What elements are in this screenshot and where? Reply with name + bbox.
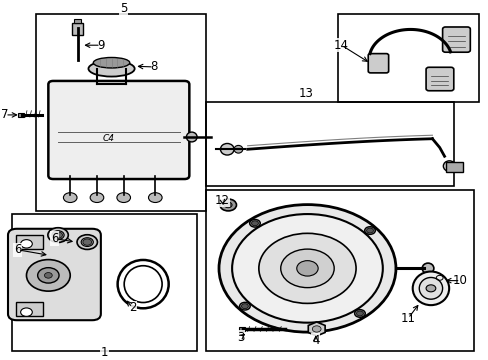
Circle shape: [312, 326, 321, 332]
Circle shape: [90, 193, 103, 203]
Circle shape: [63, 193, 77, 203]
Circle shape: [280, 249, 333, 288]
Ellipse shape: [443, 161, 454, 171]
Bar: [72, 23, 83, 35]
Circle shape: [220, 199, 236, 211]
Ellipse shape: [88, 61, 134, 77]
Circle shape: [44, 273, 52, 278]
Text: 10: 10: [452, 274, 467, 287]
FancyBboxPatch shape: [367, 54, 388, 73]
Circle shape: [38, 268, 59, 283]
Ellipse shape: [81, 238, 93, 247]
Ellipse shape: [48, 228, 68, 242]
Ellipse shape: [364, 227, 375, 234]
Circle shape: [425, 285, 435, 292]
Bar: [16, 235, 42, 249]
Circle shape: [232, 214, 382, 323]
Polygon shape: [307, 322, 325, 336]
Bar: [18, 113, 24, 117]
Circle shape: [219, 204, 395, 332]
Circle shape: [26, 260, 70, 291]
Circle shape: [117, 193, 130, 203]
Text: 6: 6: [14, 243, 21, 256]
Bar: [74, 19, 81, 23]
Circle shape: [296, 261, 318, 276]
Text: C4: C4: [103, 134, 115, 143]
FancyBboxPatch shape: [48, 81, 189, 179]
Ellipse shape: [186, 132, 197, 142]
Text: 14: 14: [333, 39, 348, 52]
Ellipse shape: [93, 58, 129, 68]
Text: 12: 12: [214, 194, 229, 207]
Circle shape: [356, 311, 363, 316]
Text: 3: 3: [236, 331, 244, 344]
Circle shape: [258, 233, 355, 303]
Ellipse shape: [421, 263, 433, 274]
Ellipse shape: [354, 310, 365, 317]
Text: 1: 1: [101, 346, 108, 359]
Circle shape: [251, 221, 258, 226]
Circle shape: [148, 193, 162, 203]
Ellipse shape: [239, 302, 250, 310]
Ellipse shape: [220, 144, 234, 155]
Text: 8: 8: [150, 60, 157, 73]
Text: 2: 2: [128, 301, 136, 314]
Ellipse shape: [412, 271, 448, 305]
Circle shape: [54, 232, 62, 238]
Circle shape: [241, 304, 248, 309]
Circle shape: [224, 202, 232, 208]
FancyBboxPatch shape: [8, 229, 101, 320]
Text: 11: 11: [400, 312, 415, 325]
Circle shape: [20, 240, 32, 248]
Circle shape: [366, 228, 373, 233]
Ellipse shape: [234, 145, 243, 153]
Text: 5: 5: [120, 1, 127, 14]
Bar: [16, 302, 42, 316]
Circle shape: [20, 308, 32, 316]
Bar: [445, 162, 462, 172]
Text: 6: 6: [51, 232, 58, 245]
Circle shape: [82, 239, 91, 245]
Text: 13: 13: [298, 87, 313, 100]
Ellipse shape: [52, 231, 64, 239]
Ellipse shape: [249, 220, 260, 227]
Text: 7: 7: [1, 108, 9, 121]
Text: 9: 9: [97, 39, 104, 52]
Bar: [239, 327, 244, 332]
Ellipse shape: [418, 278, 442, 299]
Text: 4: 4: [311, 334, 319, 347]
FancyBboxPatch shape: [442, 27, 469, 52]
FancyBboxPatch shape: [425, 67, 453, 91]
Ellipse shape: [77, 235, 97, 249]
